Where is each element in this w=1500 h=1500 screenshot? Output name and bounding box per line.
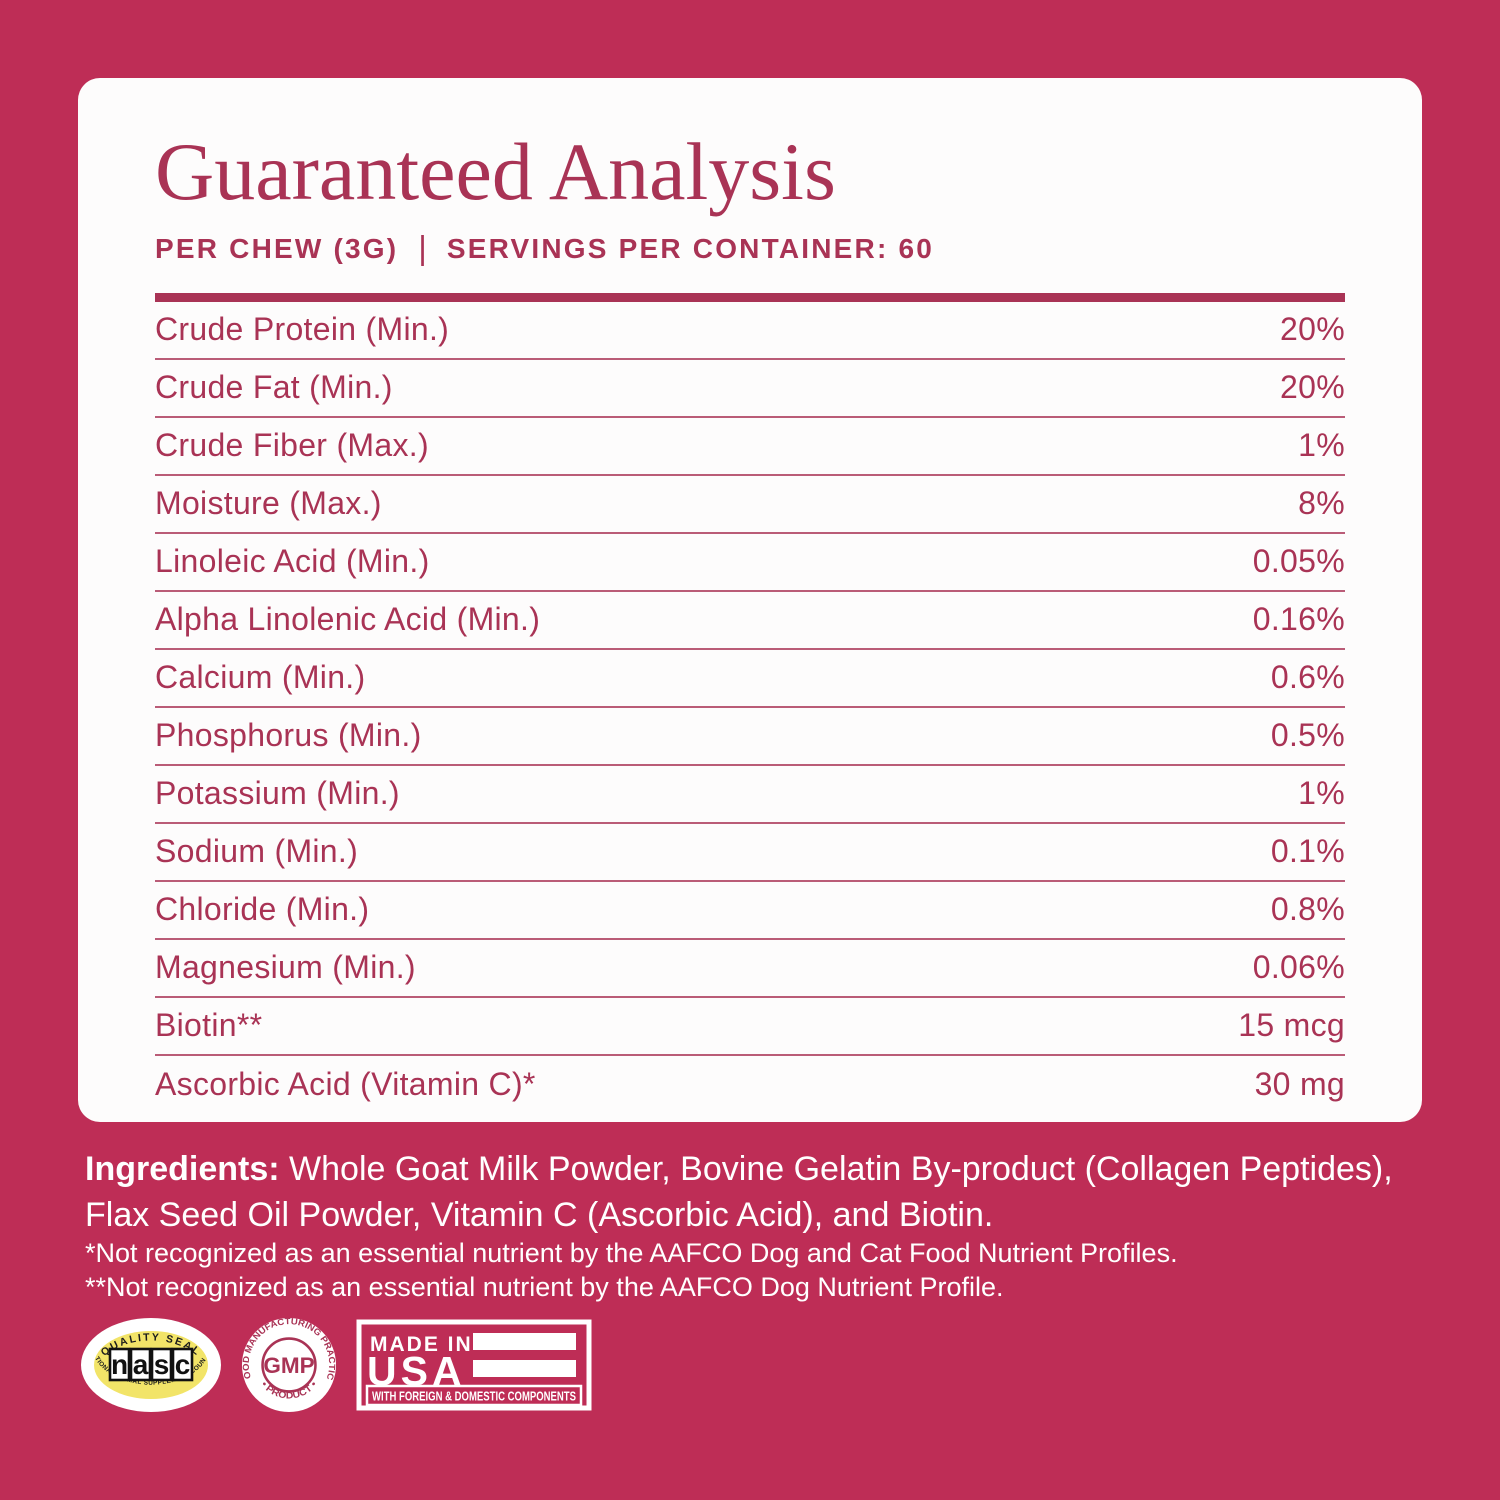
usa-components-text: WITH FOREIGN & DOMESTIC COMPONENTS — [372, 1389, 576, 1404]
nutrient-value: 30 mg — [1254, 1066, 1345, 1103]
ingredients-label: Ingredients: — [85, 1150, 280, 1188]
ingredients-text: Ingredients: Whole Goat Milk Powder, Bov… — [85, 1146, 1425, 1238]
table-row: Sodium (Min.) 0.1% — [155, 824, 1345, 882]
footnote-aafco-dog: **Not recognized as an essential nutrien… — [85, 1272, 1004, 1302]
nasc-letter-boxes: n a s c — [108, 1347, 194, 1382]
nutrient-value: 0.8% — [1270, 891, 1345, 928]
nasc-letter-s: s — [154, 1349, 170, 1380]
nutrient-value: 0.06% — [1252, 949, 1345, 986]
nutrient-value: 0.1% — [1270, 833, 1345, 870]
table-row: Biotin** 15 mcg — [155, 998, 1345, 1056]
nutrient-label: Ascorbic Acid (Vitamin C)* — [155, 1066, 536, 1103]
ingredients-line-1: Ingredients: Whole Goat Milk Powder, Bov… — [85, 1150, 1393, 1188]
usa-flag-bar — [473, 1360, 576, 1377]
table-row: Chloride (Min.) 0.8% — [155, 882, 1345, 940]
table-row: Crude Fat (Min.) 20% — [155, 360, 1345, 418]
nutrient-label: Alpha Linolenic Acid (Min.) — [155, 601, 541, 638]
table-row: Linoleic Acid (Min.) 0.05% — [155, 534, 1345, 592]
nutrient-label: Sodium (Min.) — [155, 833, 359, 870]
nasc-letter-n: n — [111, 1349, 128, 1380]
nutrient-label: Potassium (Min.) — [155, 775, 400, 812]
nutrient-value: 0.5% — [1270, 717, 1345, 754]
table-row: Ascorbic Acid (Vitamin C)* 30 mg — [155, 1056, 1345, 1114]
table-row: Alpha Linolenic Acid (Min.) 0.16% — [155, 592, 1345, 650]
nutrient-value: 20% — [1280, 311, 1345, 348]
nutrient-label: Linoleic Acid (Min.) — [155, 543, 430, 580]
certification-badges: QUALITY SEAL NATIONAL ANIMAL SUPPLEMENT … — [80, 1316, 592, 1414]
nutrient-value: 0.6% — [1270, 659, 1345, 696]
ingredients-line-2: Flax Seed Oil Powder, Vitamin C (Ascorbi… — [85, 1196, 994, 1234]
nutrient-label: Biotin** — [155, 1007, 263, 1044]
table-row: Potassium (Min.) 1% — [155, 766, 1345, 824]
nutrient-value: 0.16% — [1252, 601, 1345, 638]
nutrient-value: 0.05% — [1252, 543, 1345, 580]
nutrient-label: Phosphorus (Min.) — [155, 717, 422, 754]
servings-per-container: SERVINGS PER CONTAINER: 60 — [446, 232, 934, 264]
gmp-seal-icon: GOOD MANUFACTURING PRACTICE • PRODUCT • … — [240, 1316, 337, 1413]
footnotes: *Not recognized as an essential nutrient… — [85, 1236, 1425, 1304]
nutrient-value: 1% — [1298, 775, 1345, 812]
nasc-quality-seal-icon: QUALITY SEAL NATIONAL ANIMAL SUPPLEMENT … — [80, 1317, 221, 1412]
nutrient-label: Calcium (Min.) — [155, 659, 366, 696]
serving-size: PER CHEW (3G) — [155, 232, 399, 264]
nutrient-label: Crude Protein (Min.) — [155, 311, 450, 348]
made-in-usa-icon: MADE IN USA WITH FOREIGN & DOMESTIC COMP… — [356, 1319, 592, 1411]
page-title: Guaranteed Analysis — [155, 126, 836, 217]
nutrient-label: Crude Fat (Min.) — [155, 369, 393, 406]
nutrient-value: 20% — [1280, 369, 1345, 406]
table-row: Magnesium (Min.) 0.06% — [155, 940, 1345, 998]
nutrient-value: 15 mcg — [1238, 1007, 1345, 1044]
usa-made-in-text: MADE IN — [370, 1333, 473, 1356]
table-row: Calcium (Min.) 0.6% — [155, 650, 1345, 708]
nutrient-label: Chloride (Min.) — [155, 891, 370, 928]
nasc-letter-c: c — [175, 1349, 191, 1380]
analysis-table: Crude Protein (Min.) 20% Crude Fat (Min.… — [155, 302, 1345, 1114]
analysis-card: Guaranteed Analysis PER CHEW (3G) | SERV… — [78, 78, 1422, 1122]
nutrient-value: 1% — [1298, 427, 1345, 464]
nutrient-label: Magnesium (Min.) — [155, 949, 416, 986]
table-row: Moisture (Max.) 8% — [155, 476, 1345, 534]
divider-bar: | — [418, 228, 427, 266]
gmp-center-text: GMP — [263, 1353, 314, 1378]
usa-flag-bar — [473, 1333, 576, 1350]
table-top-rule — [155, 292, 1345, 302]
nutrient-label: Crude Fiber (Max.) — [155, 427, 429, 464]
nasc-letter-a: a — [133, 1349, 149, 1380]
serving-info: PER CHEW (3G) | SERVINGS PER CONTAINER: … — [155, 228, 1345, 268]
nutrient-value: 8% — [1298, 485, 1345, 522]
footnote-aafco-dog-cat: *Not recognized as an essential nutrient… — [85, 1238, 1178, 1268]
table-row: Phosphorus (Min.) 0.5% — [155, 708, 1345, 766]
table-row: Crude Fiber (Max.) 1% — [155, 418, 1345, 476]
table-row: Crude Protein (Min.) 20% — [155, 302, 1345, 360]
nutrient-label: Moisture (Max.) — [155, 485, 382, 522]
